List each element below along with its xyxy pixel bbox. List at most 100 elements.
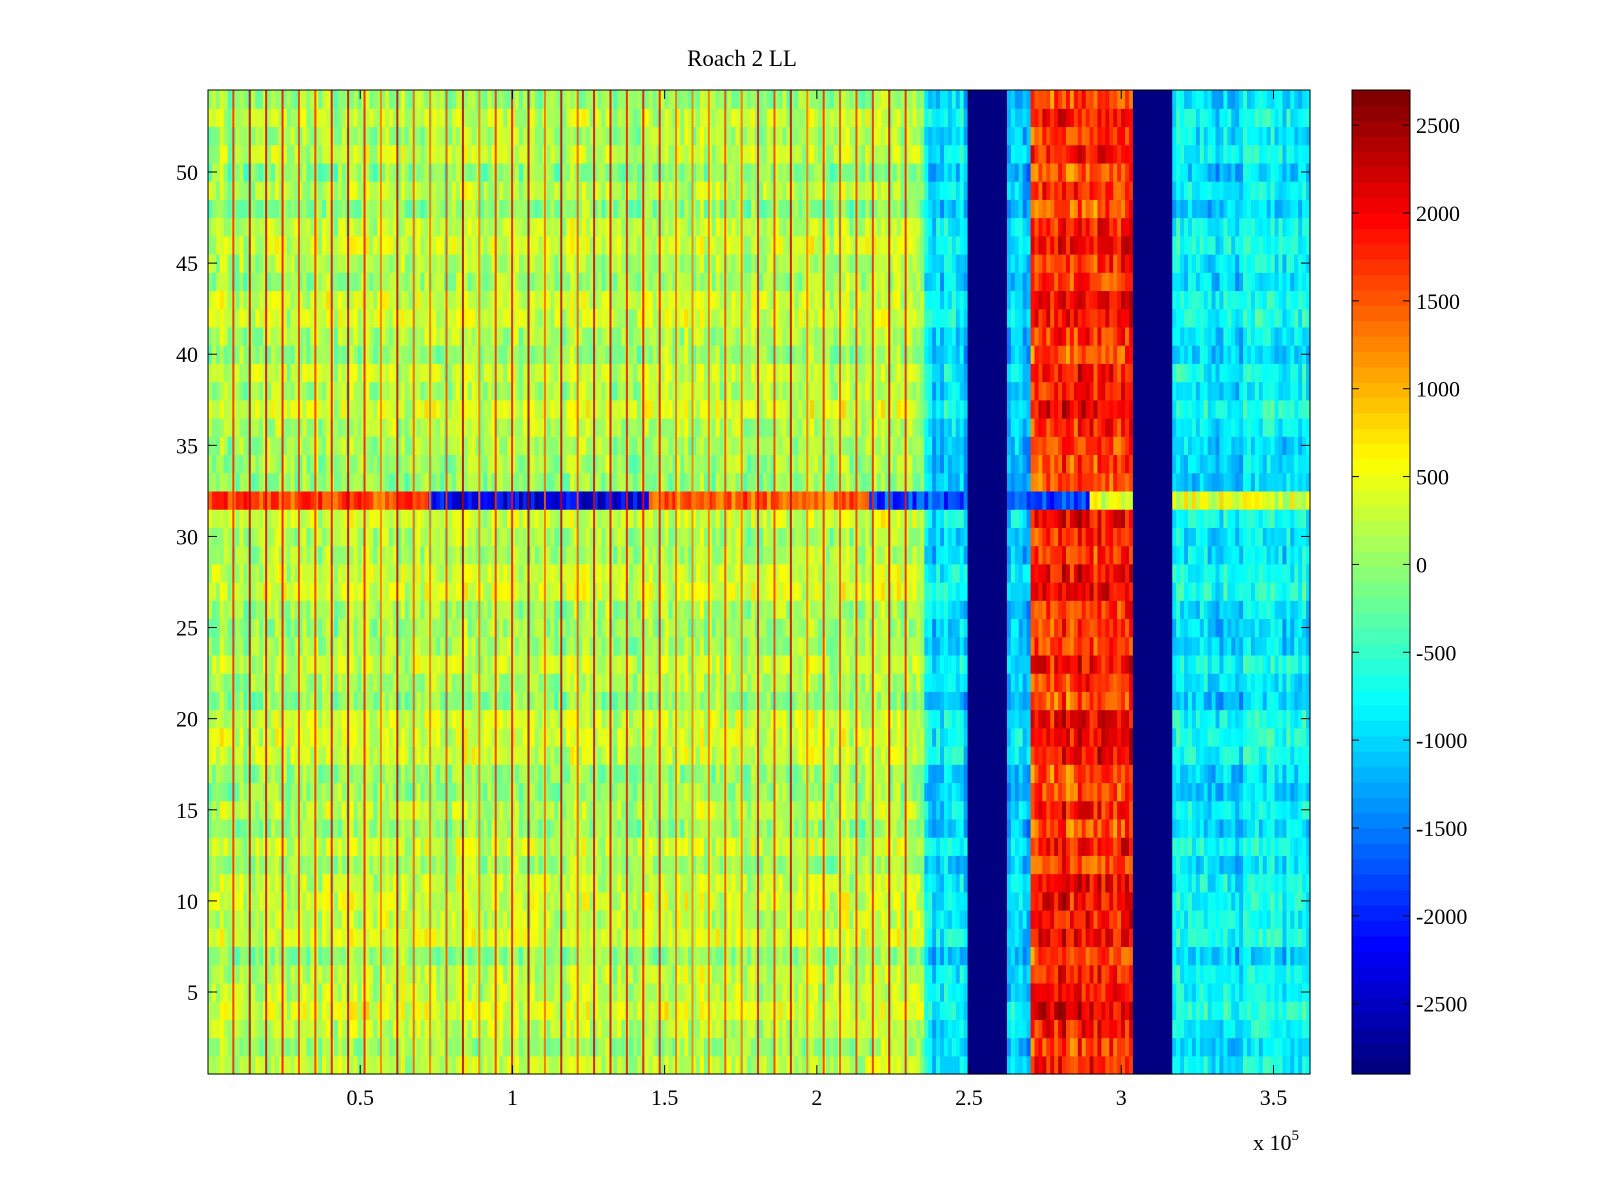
heatmap-cell <box>577 1019 583 1039</box>
heatmap-cell <box>1298 1001 1303 1020</box>
heatmap-cell <box>802 873 807 893</box>
heatmap-cell <box>1223 982 1228 1002</box>
heatmap-cell <box>1278 1019 1284 1039</box>
heatmap-cell <box>806 800 811 820</box>
heatmap-cell <box>432 891 437 911</box>
heatmap-cell <box>1290 964 1295 984</box>
heatmap-cell <box>932 1001 937 1020</box>
heatmap-cell <box>861 1055 866 1075</box>
heatmap-cell <box>278 1055 284 1075</box>
heatmap-cell <box>865 800 870 820</box>
heatmap-cell <box>1195 891 1201 911</box>
heatmap-cell <box>1018 1019 1024 1039</box>
heatmap-cell <box>1105 782 1110 802</box>
heatmap-cell <box>916 818 921 838</box>
heatmap-cell <box>1176 1037 1181 1057</box>
heatmap-cell <box>794 800 799 820</box>
heatmap-cell <box>1294 818 1299 838</box>
heatmap-cell <box>306 1001 311 1020</box>
heatmap-cell <box>1050 928 1055 948</box>
heatmap-cell <box>1207 1037 1213 1057</box>
heatmap-cell <box>633 782 638 802</box>
heatmap-cell <box>857 928 862 948</box>
heatmap-cell <box>936 1001 941 1020</box>
heatmap-cell <box>967 946 973 966</box>
heatmap-cell <box>440 928 445 948</box>
heatmap-cell <box>605 1055 611 1075</box>
heatmap-cell <box>1109 1019 1114 1039</box>
heatmap-cell <box>1286 782 1291 802</box>
heatmap-cell <box>455 746 461 765</box>
heatmap-cell <box>483 818 489 838</box>
heatmap-cell <box>1022 910 1028 929</box>
heatmap-cell <box>211 964 217 984</box>
heatmap-cell <box>302 746 307 765</box>
heatmap-cell <box>357 746 363 765</box>
heatmap-cell <box>1148 855 1154 875</box>
heatmap-cell <box>223 1001 229 1020</box>
heatmap-cell <box>983 964 988 984</box>
heatmap-cell <box>633 1019 638 1039</box>
heatmap-cell <box>735 910 740 929</box>
heatmap-cell <box>1239 946 1244 966</box>
heatmap-cell <box>971 800 977 820</box>
heatmap-cell <box>947 1055 953 1075</box>
heatmap-cell <box>1109 1055 1114 1075</box>
heatmap-cell <box>467 837 473 856</box>
heatmap-cell <box>1223 946 1228 966</box>
heatmap-cell <box>629 1037 634 1057</box>
heatmap-cell <box>1211 1019 1217 1039</box>
heatmap-cell <box>884 818 890 838</box>
heatmap-cell <box>896 1001 902 1020</box>
heatmap-cell <box>699 891 705 911</box>
heatmap-cell <box>290 891 296 911</box>
heatmap-cell <box>424 1055 429 1075</box>
heatmap-cell <box>684 837 689 856</box>
heatmap-cell <box>719 964 725 984</box>
heatmap-cell <box>1109 782 1114 802</box>
heatmap-cell <box>900 746 906 765</box>
heatmap-cell <box>239 818 245 838</box>
heatmap-cell <box>699 782 705 802</box>
heatmap-cell <box>333 800 339 820</box>
heatmap-cell <box>888 982 894 1002</box>
heatmap-cell <box>888 964 894 984</box>
heatmap-cell <box>538 746 544 765</box>
heatmap-cell <box>215 982 221 1002</box>
heatmap-cell <box>881 818 886 838</box>
heatmap-cell <box>1121 1001 1126 1020</box>
heatmap-cell <box>782 891 788 911</box>
heatmap-cell <box>727 891 733 911</box>
heatmap-cell <box>633 946 638 966</box>
heatmap-cell <box>333 837 339 856</box>
heatmap-cell <box>294 873 300 893</box>
heatmap-cell <box>294 764 300 784</box>
heatmap-cell <box>1215 928 1221 948</box>
heatmap-cell <box>731 946 736 966</box>
heatmap-cell <box>1184 928 1189 948</box>
heatmap-cell <box>770 910 776 929</box>
heatmap-cell <box>707 964 713 984</box>
heatmap-cell <box>1144 782 1150 802</box>
heatmap-cell <box>1046 946 1051 966</box>
heatmap-cell <box>507 946 512 966</box>
heatmap-cell <box>1109 982 1114 1002</box>
heatmap-cell <box>302 764 307 784</box>
heatmap-cell <box>715 928 721 948</box>
heatmap-cell <box>302 1019 307 1039</box>
heatmap-cell <box>1235 982 1240 1002</box>
heatmap-cell <box>471 837 477 856</box>
heatmap-cell <box>943 837 949 856</box>
heatmap-cell <box>455 764 461 784</box>
heatmap-cell <box>499 837 504 856</box>
heatmap-cell <box>617 1055 622 1075</box>
heatmap-cell <box>1121 910 1126 929</box>
heatmap-cell <box>1132 782 1138 802</box>
heatmap-cell <box>1101 800 1106 820</box>
heatmap-cell <box>794 1055 799 1075</box>
heatmap-cell <box>1050 1019 1055 1039</box>
heatmap-cell <box>1140 1001 1146 1020</box>
heatmap-cell <box>1014 1019 1020 1039</box>
heatmap-cell <box>1191 1055 1197 1075</box>
heatmap-cell <box>688 855 693 875</box>
